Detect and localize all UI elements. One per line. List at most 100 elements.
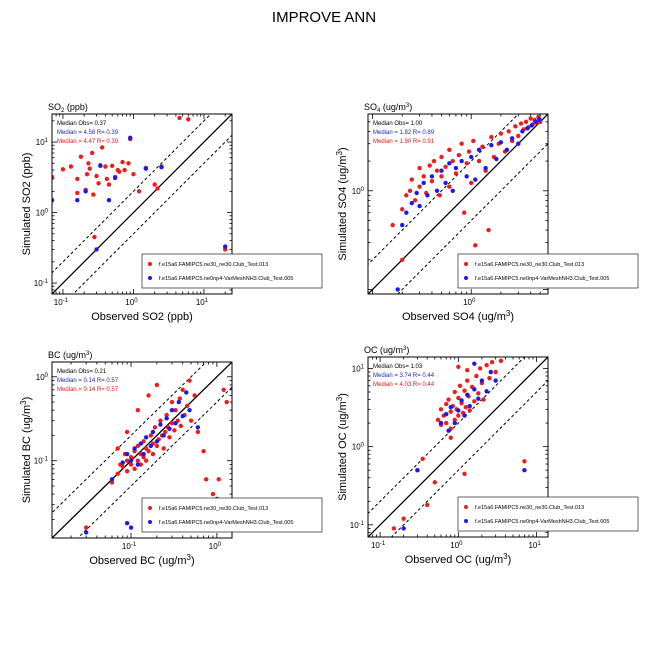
data-point-red <box>68 164 74 169</box>
data-point-red <box>467 408 472 413</box>
data-point-blue <box>138 441 144 446</box>
y-tick-label-base: 10 <box>36 209 45 218</box>
legend-entry-label: f.e15a6.FAMIPC5.ne30_ne30.Club_Test.013 <box>159 262 268 268</box>
data-point-red <box>522 459 527 464</box>
data-point-red <box>391 526 397 531</box>
data-point-red <box>154 443 160 449</box>
panel-title-units: (ppb) <box>64 102 88 112</box>
data-point-blue <box>421 180 426 186</box>
two-to-one-upper-line <box>368 357 526 515</box>
y-tick-label: 101 <box>36 138 49 147</box>
data-point-blue <box>173 420 178 426</box>
data-point-red <box>437 193 442 198</box>
data-point-red <box>528 116 533 121</box>
data-point-blue <box>439 168 444 173</box>
data-point-red <box>489 360 495 365</box>
data-point-red <box>150 451 156 457</box>
data-point-blue <box>456 408 461 413</box>
y-tick-label-exponent: -1 <box>43 279 49 285</box>
data-point-blue <box>124 521 130 526</box>
x-tick-label: 100 <box>450 541 463 550</box>
data-point-blue <box>516 141 521 146</box>
data-point-red <box>161 446 166 451</box>
y-tick-label-base: 10 <box>352 364 361 373</box>
data-point-red <box>146 393 151 398</box>
y-tick-label-exponent: 0 <box>45 209 49 215</box>
median-stat-text: Median Obs= 0.21 <box>57 369 107 375</box>
data-point-red <box>456 364 461 369</box>
data-point-blue <box>148 443 154 449</box>
panel-title-superscript: 3 <box>86 351 90 357</box>
data-point-blue <box>509 136 515 141</box>
data-point-blue <box>184 390 189 395</box>
data-point-red <box>444 420 449 426</box>
x-tick-label: 101 <box>528 541 541 550</box>
data-point-red <box>453 171 459 176</box>
data-point-red <box>404 193 409 198</box>
data-point-red <box>135 458 141 463</box>
median-stat-text: Median = 1.82 R= 0.89 <box>373 130 435 136</box>
data-point-red <box>155 186 160 191</box>
y-tick-label-base: 10 <box>34 457 43 466</box>
label-text: Simulated OC (ug/m <box>337 401 349 501</box>
x-tick-label-base: 10 <box>122 542 131 551</box>
data-point-blue <box>109 477 115 482</box>
median-stat-text: Median = 4.03 R= 0.44 <box>373 382 435 388</box>
x-tick-label-exponent: 1 <box>205 298 209 304</box>
x-tick-label-exponent: 0 <box>134 298 138 304</box>
y-tick-label-exponent: -1 <box>359 521 365 527</box>
data-point-red <box>473 243 478 248</box>
data-point-blue <box>498 140 504 145</box>
data-point-blue <box>459 158 464 164</box>
data-point-blue <box>112 175 118 181</box>
x-tick-label-exponent: 0 <box>218 542 222 548</box>
x-tick-label-base: 10 <box>371 541 380 550</box>
label-superscript: 3 <box>335 150 344 155</box>
data-point-red <box>448 435 453 440</box>
data-point-red <box>167 435 172 440</box>
panel-title: SO4 (ug/m3) <box>364 102 412 114</box>
y-tick-label-exponent: 0 <box>361 187 365 193</box>
x-axis-label: Observed SO2 (ppb) <box>91 311 193 323</box>
x-tick-label: 100 <box>125 298 138 307</box>
data-point-blue <box>467 403 472 409</box>
x-tick-label-base: 10 <box>54 298 63 307</box>
data-point-red <box>152 425 158 430</box>
plot-frame <box>51 361 233 539</box>
x-tick-label-exponent: 0 <box>472 298 476 304</box>
median-stat-text: Median = 0.14 R= 0.57 <box>57 378 119 384</box>
data-point-blue <box>465 392 470 398</box>
data-point-red <box>124 468 130 474</box>
y-tick-label-base: 10 <box>34 279 43 288</box>
data-point-blue <box>453 165 459 171</box>
data-point-red <box>513 124 518 129</box>
data-point-red <box>427 163 432 168</box>
data-point-red <box>459 141 464 146</box>
one-to-one-line <box>52 362 232 538</box>
two-to-one-upper-line <box>368 114 519 265</box>
x-tick-label: 10-1 <box>122 542 137 551</box>
data-point-red <box>135 443 141 449</box>
x-tick-label-exponent: 0 <box>459 541 463 547</box>
one-to-one-line <box>368 114 548 294</box>
y-tick-label-base: 10 <box>36 138 45 147</box>
data-point-red <box>184 403 190 409</box>
data-point-blue <box>493 378 498 383</box>
data-point-red <box>480 144 485 149</box>
data-point-blue <box>525 126 530 131</box>
y-tick-label-base: 10 <box>36 373 45 382</box>
data-point-red <box>177 396 183 401</box>
data-point-red <box>400 257 405 262</box>
data-point-red <box>78 154 84 159</box>
data-point-blue <box>395 287 400 292</box>
legend-box <box>457 253 639 289</box>
data-point-blue <box>522 468 527 473</box>
data-point-red <box>177 115 182 121</box>
data-point-blue <box>404 210 409 215</box>
panel-title-units: (ug/m <box>380 102 406 112</box>
data-point-red <box>448 409 453 414</box>
y-tick-label: 100 <box>352 187 365 196</box>
median-stat-text: Median = 4.58 R= 0.39 <box>57 130 119 136</box>
data-point-red <box>400 207 405 212</box>
legend-marker <box>148 506 152 510</box>
